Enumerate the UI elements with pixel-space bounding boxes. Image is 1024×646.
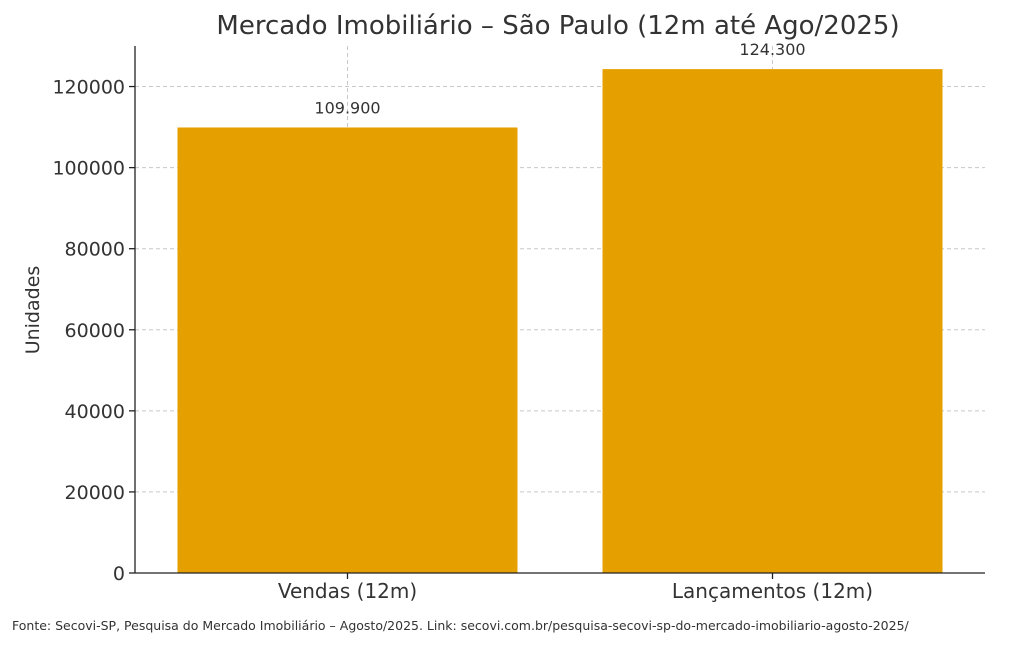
bars-layer: [177, 69, 943, 574]
labels-layer: Vendas (12m) 109.900 Lançamentos (12m) 124.…: [278, 40, 873, 603]
source-footnote: Fonte: Secovi-SP, Pesquisa do Mercado Im…: [12, 618, 910, 633]
y-tick-label: 100000: [52, 158, 125, 180]
y-axis-label: Unidades: [22, 266, 44, 355]
y-tick-label: 40000: [65, 401, 125, 423]
axes-layer: [134, 46, 985, 574]
y-tick-label: 20000: [65, 482, 125, 504]
y-tick-label: 80000: [65, 239, 125, 261]
x-category-label: Vendas (12m): [278, 579, 417, 603]
x-category-label: Lançamentos (12m): [672, 579, 873, 603]
chart-title: Mercado Imobiliário – São Paulo (12m até…: [216, 11, 899, 41]
bar: [177, 127, 518, 574]
bar-value-label: 109.900: [314, 98, 380, 117]
bar-value-label: 124.300: [739, 40, 805, 59]
bar: [602, 69, 943, 573]
y-tick-label: 0: [113, 563, 125, 585]
ticks-layer: 0 20000 40000 60000 80000 100000 120000: [52, 77, 774, 585]
y-tick-label: 120000: [52, 77, 125, 99]
y-tick-label: 60000: [65, 320, 125, 342]
